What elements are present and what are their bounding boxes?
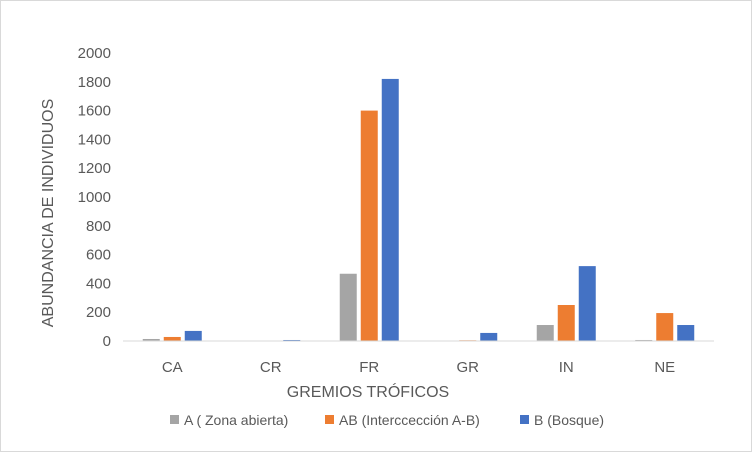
y-tick-label: 1600: [78, 103, 111, 120]
bar-CR-2: [283, 339, 301, 341]
bar-FR-1: [360, 110, 378, 341]
bar-NE-0: [635, 339, 653, 341]
y-tick-label: 0: [103, 333, 111, 350]
legend-label: B (Bosque): [534, 412, 604, 428]
y-tick-label: 400: [86, 275, 111, 292]
x-axis-label: GREMIOS TRÓFICOS: [287, 382, 449, 401]
bar-IN-1: [557, 305, 575, 341]
bar-FR-2: [381, 78, 399, 342]
legend: A ( Zona abierta) AB (Interccección A-B) B…: [170, 412, 604, 428]
bar-IN-0: [536, 325, 554, 341]
bar-NE-2: [677, 325, 695, 341]
legend-label: A ( Zona abierta): [184, 412, 288, 428]
bar-GR-2: [480, 332, 498, 341]
legend-swatch: [520, 415, 529, 424]
y-tick-label: 1200: [78, 160, 111, 177]
x-tick-label: IN: [559, 359, 574, 376]
bar-CA-2: [184, 330, 202, 341]
y-tick-label: 600: [86, 247, 111, 264]
y-axis-label: ABUNDANCIA DE INDIVIDUOS: [40, 99, 57, 327]
legend-swatch: [325, 415, 334, 424]
x-tick-label: GR: [457, 359, 480, 376]
y-tick-label: 1800: [78, 74, 111, 91]
x-tick-label: FR: [359, 359, 379, 376]
x-tick-label: CR: [260, 359, 282, 376]
bar-CA-1: [163, 336, 181, 341]
bar-NE-1: [656, 313, 674, 341]
y-tick-label: 2000: [78, 45, 111, 62]
x-tick-label: NE: [654, 359, 675, 376]
y-tick-label: 200: [86, 304, 111, 321]
y-tick-label: 800: [86, 218, 111, 235]
y-tick-label: 1000: [78, 189, 111, 206]
bar-IN-2: [578, 266, 596, 341]
legend-swatch: [170, 415, 179, 424]
bar-CA-0: [142, 338, 160, 341]
y-tick-label: 1400: [78, 131, 111, 148]
bar-FR-0: [339, 273, 357, 341]
legend-label: AB (Interccección A-B): [339, 412, 480, 428]
x-tick-label: CA: [162, 359, 183, 376]
